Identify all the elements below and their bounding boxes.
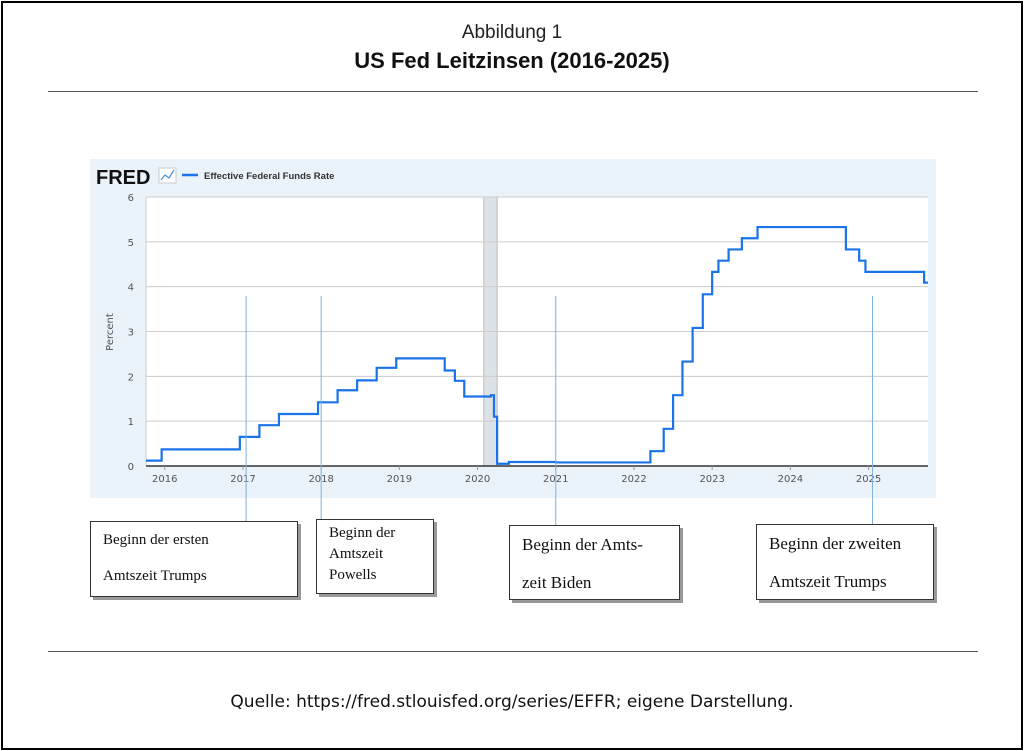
source-note: Quelle: https://fred.stlouisfed.org/seri… xyxy=(230,692,794,712)
y-tick-label: 4 xyxy=(128,283,134,294)
y-tick-label: 6 xyxy=(128,193,134,204)
y-axis-label: Percent xyxy=(105,313,116,351)
annotation-text: Amtszeit Trumps xyxy=(769,572,887,591)
x-tick-label: 2019 xyxy=(387,474,412,485)
figure-title: US Fed Leitzinsen (2016-2025) xyxy=(354,48,670,73)
chart-graph-icon xyxy=(158,167,177,184)
x-tick-label: 2017 xyxy=(230,474,255,485)
x-tick-label: 2016 xyxy=(152,474,177,485)
y-tick-label: 5 xyxy=(128,238,134,249)
figure-label: Abbildung 1 xyxy=(461,22,563,43)
fred-logo: FRED xyxy=(96,167,150,189)
annotation-box: Beginn der zweiten Amtszeit Trumps xyxy=(756,524,934,600)
y-tick-label: 0 xyxy=(128,462,134,473)
y-tick-label: 3 xyxy=(128,328,134,339)
annotation-text: Beginn der zweiten xyxy=(769,534,902,553)
annotation-text: zeit Biden xyxy=(522,573,592,592)
annotation-text: Amtszeit Trumps xyxy=(103,568,207,584)
x-tick-label: 2024 xyxy=(778,474,803,485)
x-tick-label: 2022 xyxy=(621,474,646,485)
top-divider xyxy=(48,91,978,92)
annotation-box: Beginn der ersten Amtszeit Trumps xyxy=(90,521,298,597)
annotation-box: Beginn der Amts-zeit Biden xyxy=(509,525,680,600)
x-tick-label: 2025 xyxy=(856,474,881,485)
legend-label: Effective Federal Funds Rate xyxy=(204,171,334,182)
bottom-divider xyxy=(48,651,978,652)
annotation-text: Beginn der xyxy=(329,525,396,541)
annotation-text: Powells xyxy=(329,567,377,583)
annotation-text: Beginn der Amts- xyxy=(522,535,643,554)
y-tick-label: 2 xyxy=(128,372,134,383)
y-tick-label: 1 xyxy=(128,417,134,428)
annotation-box: Beginn der Amtszeit Powells xyxy=(316,519,434,594)
x-tick-label: 2020 xyxy=(465,474,490,485)
annotation-text: Amtszeit xyxy=(329,546,384,562)
annotation-text: Beginn der ersten xyxy=(103,532,209,548)
x-tick-label: 2023 xyxy=(699,474,724,485)
